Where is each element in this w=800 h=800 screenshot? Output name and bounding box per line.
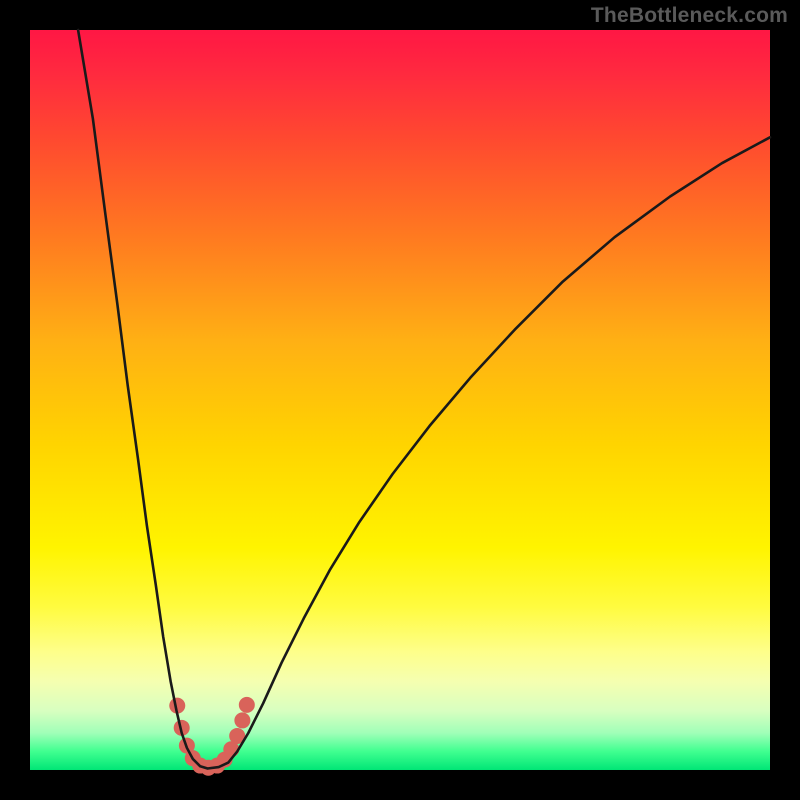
plot-area	[30, 30, 770, 770]
watermark-text: TheBottleneck.com	[591, 4, 788, 28]
chart-canvas: TheBottleneck.com	[0, 0, 800, 800]
